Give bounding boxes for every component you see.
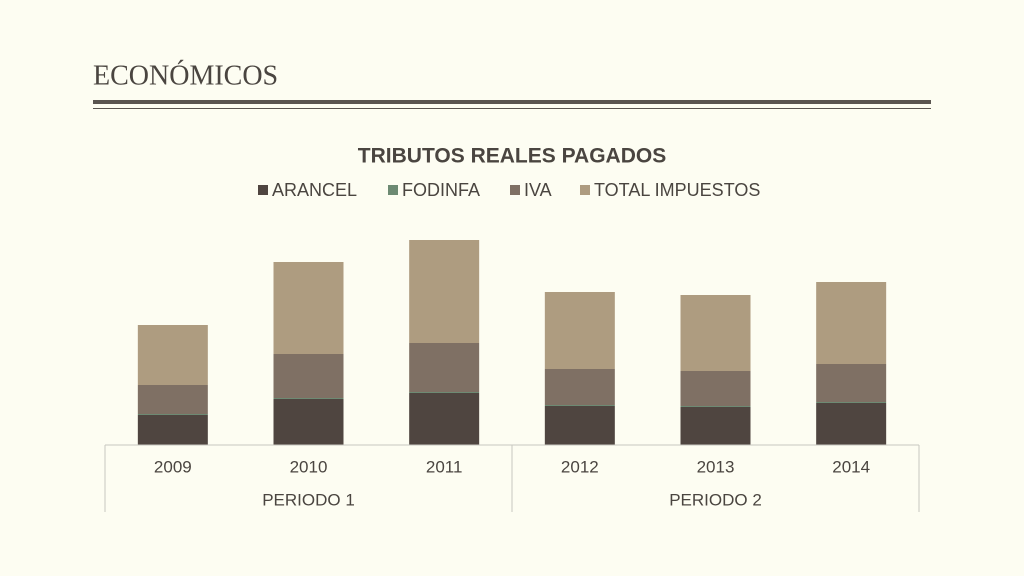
bar-segment — [409, 240, 480, 343]
bar-segment — [680, 295, 751, 371]
bar-segment — [680, 407, 751, 445]
x-tick-label: 2012 — [561, 457, 599, 476]
bar-segment — [137, 414, 208, 415]
legend-swatch — [388, 185, 398, 195]
title-rule — [93, 108, 931, 109]
bar-segment — [137, 325, 208, 385]
chart-title: TRIBUTOS REALES PAGADOS — [358, 145, 666, 168]
bar-segment — [273, 262, 344, 354]
x-tick-label: 2013 — [697, 457, 735, 476]
bar-segment — [680, 371, 751, 406]
legend-swatch — [580, 185, 590, 195]
group-label: PERIODO 1 — [262, 490, 355, 509]
bar-segment — [273, 354, 344, 398]
title-rule — [93, 100, 931, 104]
bar-segment — [409, 393, 480, 445]
legend-label: FODINFA — [402, 180, 480, 200]
bar-segment — [409, 343, 480, 392]
x-tick-label: 2014 — [832, 457, 870, 476]
legend-label: IVA — [524, 180, 552, 200]
bar-segment — [137, 385, 208, 414]
legend-label: TOTAL IMPUESTOS — [594, 180, 760, 200]
bar-segment — [816, 282, 887, 364]
bar-segment — [816, 403, 887, 445]
x-tick-label: 2009 — [154, 457, 192, 476]
legend-swatch — [258, 185, 268, 195]
bar-segment — [137, 415, 208, 445]
bar-segment — [273, 399, 344, 445]
bar-segment — [544, 292, 615, 369]
bar-segment — [816, 402, 887, 403]
bar-segment — [409, 392, 480, 393]
group-label: PERIODO 2 — [669, 490, 762, 509]
slide-title: ECONÓMICOS — [93, 60, 278, 91]
legend-label: ARANCEL — [272, 180, 357, 200]
bar-segment — [544, 405, 615, 406]
x-tick-label: 2010 — [290, 457, 328, 476]
bar-segment — [816, 364, 887, 402]
bar-segment — [544, 406, 615, 445]
x-tick-label: 2011 — [426, 457, 463, 476]
legend-swatch — [510, 185, 520, 195]
bar-segment — [273, 398, 344, 399]
bar-segment — [680, 406, 751, 407]
bar-segment — [544, 369, 615, 405]
